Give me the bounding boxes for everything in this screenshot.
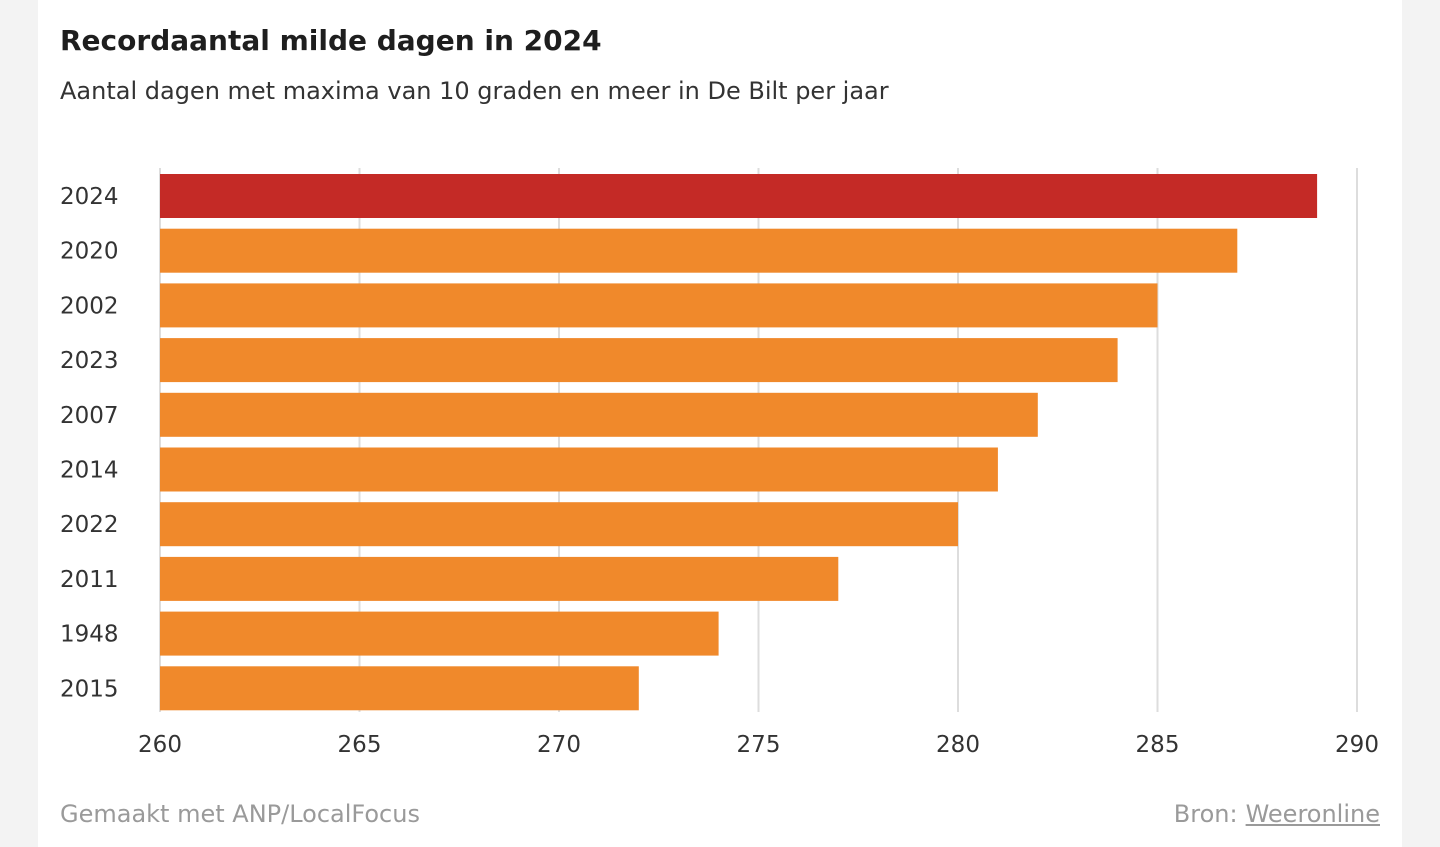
source-label: Bron: xyxy=(1173,800,1238,828)
bars xyxy=(160,174,1318,711)
x-tick-label: 290 xyxy=(1335,732,1379,758)
chart-card: Recordaantal milde dagen in 2024 Aantal … xyxy=(38,0,1402,847)
category-label: 2020 xyxy=(60,239,119,265)
x-tick-label: 265 xyxy=(338,732,382,758)
bar-1948 xyxy=(160,611,719,656)
x-tick-label: 285 xyxy=(1136,732,1180,758)
chart-title: Recordaantal milde dagen in 2024 xyxy=(60,24,602,57)
source-credit: Bron: Weeronline xyxy=(1174,797,1380,831)
chart-subtitle: Aantal dagen met maxima van 10 graden en… xyxy=(60,77,889,105)
bar-2002 xyxy=(160,283,1158,328)
x-tick-label: 260 xyxy=(138,732,182,758)
category-label: 2011 xyxy=(60,567,119,593)
x-tick-label: 280 xyxy=(936,732,980,758)
made-with-credit: Gemaakt met ANP/LocalFocus xyxy=(60,800,420,828)
bar-2020 xyxy=(160,228,1238,273)
bar-2014 xyxy=(160,447,998,492)
bar-2024 xyxy=(160,174,1318,218)
bar-2007 xyxy=(160,392,1038,437)
x-tick-label: 275 xyxy=(737,732,781,758)
x-tick-label: 270 xyxy=(537,732,581,758)
category-label: 2007 xyxy=(60,403,119,429)
category-labels: 2024 2020 2002 2023 2007 2014 2022 2011 1948 2015 xyxy=(60,184,119,702)
category-label: 2023 xyxy=(60,348,119,374)
source-link[interactable]: Weeronline xyxy=(1245,800,1380,828)
category-label: 1948 xyxy=(60,622,119,648)
bar-chart: 2024 2020 2002 2023 2007 2014 2022 2011 1948 2015… xyxy=(60,168,1379,758)
bar-2023 xyxy=(160,338,1118,383)
category-label: 2002 xyxy=(60,293,119,319)
bar-2015 xyxy=(160,666,639,711)
bar-2011 xyxy=(160,556,839,601)
category-label: 2024 xyxy=(60,184,119,210)
x-tick-labels: 260 265 270 275 280 285 290 xyxy=(138,732,1379,758)
category-label: 2022 xyxy=(60,512,119,538)
bar-2022 xyxy=(160,502,958,547)
category-label: 2014 xyxy=(60,458,119,484)
category-label: 2015 xyxy=(60,676,119,702)
